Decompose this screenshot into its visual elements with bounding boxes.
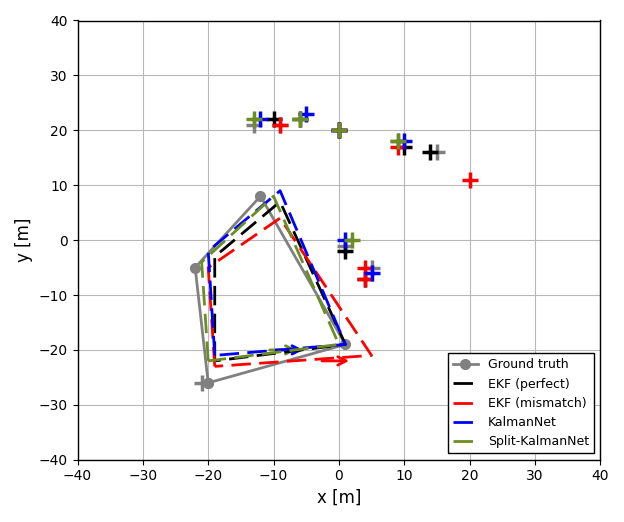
X-axis label: x [m]: x [m] <box>317 489 361 507</box>
Y-axis label: y [m]: y [m] <box>15 218 33 262</box>
Legend: Ground truth, EKF (perfect), EKF (mismatch), KalmanNet, Split-KalmanNet: Ground truth, EKF (perfect), EKF (mismat… <box>448 353 594 454</box>
